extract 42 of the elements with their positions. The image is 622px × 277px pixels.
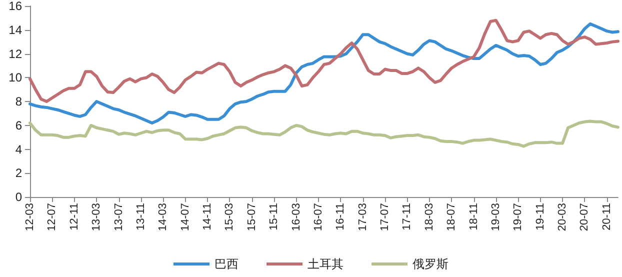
x-tick-label: 15-07 [246, 203, 258, 232]
y-tick-label: 8 [15, 94, 22, 108]
x-tick-label: 20-03 [556, 203, 569, 232]
line-series [28, 22, 620, 124]
legend-label: 俄罗斯 [412, 257, 448, 271]
x-tick-label: 14-11 [202, 203, 214, 230]
y-tick-label: 6 [15, 118, 22, 132]
y-tick-label: 4 [15, 142, 22, 156]
legend-label: 土耳其 [308, 257, 344, 271]
x-tick-label: 12-11 [68, 203, 80, 230]
y-tick-label: 2 [15, 166, 22, 180]
x-tick-label: 12-07 [46, 203, 58, 232]
x-tick-label: 16-03 [290, 203, 302, 232]
x-tick-label: 16-11 [334, 203, 347, 230]
x-tick-label: 13-07 [112, 203, 125, 232]
x-tick-label: 14-07 [179, 203, 192, 232]
x-tick-label: 15-11 [268, 203, 280, 230]
x-tick-label: 20-07 [578, 203, 591, 232]
y-tick-label: 16 [8, 0, 22, 13]
y-tick-label: 10 [8, 70, 22, 85]
x-tick-label: 12-03 [24, 203, 36, 232]
x-tick-label: 17-07 [379, 203, 392, 232]
x-tick-label: 18-03 [423, 203, 436, 232]
x-tick-label: 14-03 [157, 203, 170, 232]
y-tick-label: 14 [8, 22, 22, 37]
x-tick-label: 19-07 [512, 203, 524, 232]
x-tick-label: 18-07 [446, 203, 458, 232]
line-series [28, 18, 620, 103]
x-tick-label: 19-03 [490, 203, 502, 232]
y-tick-label: 0 [15, 190, 22, 204]
line-series [28, 120, 620, 148]
x-tick-label: 17-03 [356, 203, 369, 232]
x-tick-label: 17-11 [401, 203, 414, 230]
x-tick-label: 15-03 [224, 203, 236, 232]
x-tick-label: 16-07 [312, 203, 324, 232]
x-tick-label: 13-03 [90, 203, 103, 232]
y-tick-label: 12 [8, 46, 22, 61]
x-tick-label: 18-11 [468, 203, 480, 230]
legend-label: 巴西 [214, 257, 238, 271]
x-tick-label: 19-11 [534, 203, 546, 230]
x-tick-label: 13-11 [134, 203, 147, 230]
x-tick-label: 20-11 [600, 203, 613, 230]
